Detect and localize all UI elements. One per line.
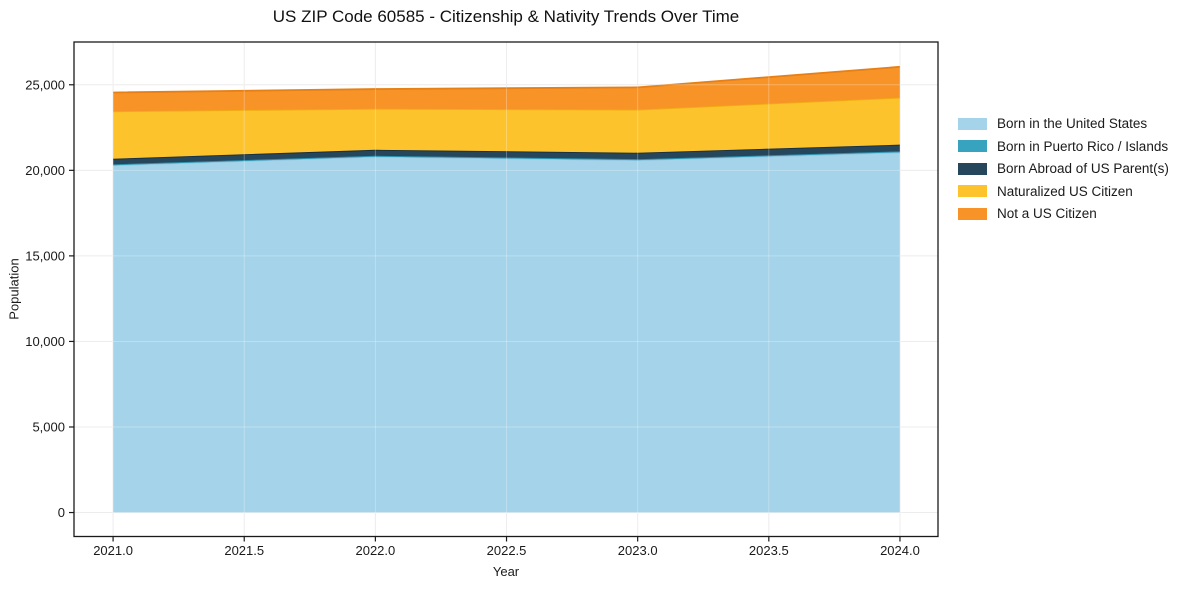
legend-item: Naturalized US Citizen (958, 183, 1169, 200)
legend-label: Not a US Citizen (997, 206, 1097, 221)
legend-label: Naturalized US Citizen (997, 183, 1133, 199)
legend-item: Not a US Citizen (958, 205, 1169, 222)
area-naturalized-us-citizen (113, 97, 900, 159)
y-tick-label: 15,000 (25, 248, 65, 263)
x-tick-label: 2022.5 (487, 543, 527, 558)
legend-swatch (958, 207, 987, 220)
x-tick-label: 2021.5 (224, 543, 264, 558)
y-tick-label: 0 (58, 505, 65, 520)
area-born-in-the-united-states (113, 152, 900, 513)
y-tick-label: 25,000 (25, 77, 65, 92)
legend-swatch (958, 185, 987, 197)
area-born-abroad-of-us-parent-s (113, 144, 900, 165)
x-tick-label: 2022.0 (355, 543, 395, 558)
legend-item: Born Abroad of US Parent(s) (958, 160, 1169, 177)
y-tick-label: 20,000 (25, 163, 65, 178)
x-tick-label: 2023.0 (618, 543, 658, 558)
legend: Born in the United States Born in Puerto … (958, 115, 1169, 222)
legend-item: Born in the United States (958, 115, 1169, 132)
x-axis-label: Year (492, 564, 520, 579)
area-edge-not-a-us-citizen (113, 65, 901, 94)
legend-label: Born in Puerto Rico / Islands (997, 138, 1169, 154)
legend-swatch (958, 140, 987, 152)
legend-label: Born Abroad of US Parent(s) (997, 161, 1169, 176)
legend-swatch (958, 162, 987, 175)
chart-title: US ZIP Code 60585 - Citizenship & Nativi… (272, 7, 740, 26)
x-tick-label: 2023.5 (749, 543, 789, 558)
legend-item: Born in Puerto Rico / Islands (958, 138, 1169, 155)
x-tick-label: 2024.0 (880, 543, 920, 558)
y-axis-label: Population (6, 258, 22, 320)
x-tick-label: 2021.0 (93, 543, 133, 558)
legend-swatch (958, 117, 987, 130)
y-tick-label: 10,000 (25, 334, 65, 349)
legend-label: Born in the United States (997, 116, 1148, 131)
y-tick-label: 5,000 (32, 419, 65, 434)
